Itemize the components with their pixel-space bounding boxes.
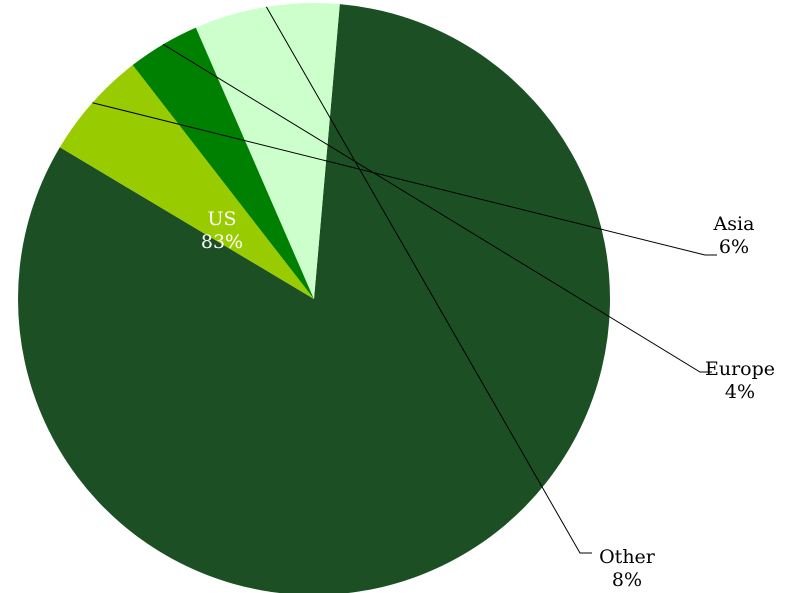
pie-slice-us <box>18 4 610 593</box>
leader-line-asia <box>92 102 717 256</box>
slice-value-asia: 6% <box>719 236 749 258</box>
pie-slice-europe <box>132 27 314 300</box>
slice-value-europe: 4% <box>725 381 755 403</box>
slice-label-us: US <box>207 208 236 230</box>
leader-line-other <box>265 6 592 554</box>
slice-value-us: 83% <box>201 231 243 253</box>
slice-label-asia: Asia <box>713 213 755 235</box>
slice-label-other: Other <box>599 546 656 568</box>
leader-line-europe <box>162 43 712 373</box>
leader-lines-layer <box>92 6 717 554</box>
pie-slice-asia <box>59 65 314 299</box>
slice-value-other: 8% <box>612 569 642 591</box>
pie-slice-other <box>195 2 340 299</box>
slice-label-europe: Europe <box>705 358 775 380</box>
slices-layer <box>18 2 610 593</box>
